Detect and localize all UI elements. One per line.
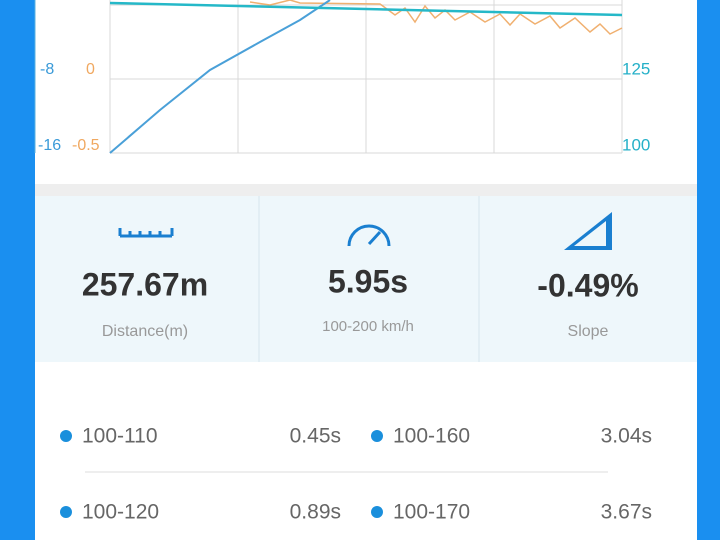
split-range: 100-170 [393,501,470,524]
separator [35,184,697,196]
stat-label: Slope [568,323,609,340]
split-time: 3.04s [601,425,652,448]
split-time: 0.45s [290,425,341,448]
split-range: 100-110 [82,425,158,448]
splits: 100-110 0.45s 100-160 3.04s 100-120 0.89… [60,425,652,524]
blue-line [109,0,331,154]
split-range: 100-160 [393,425,470,448]
axis-label: -8 [40,61,54,78]
axis-label: 0 [86,61,95,78]
split-range: 100-120 [82,501,159,524]
stat-value: -0.49% [537,267,638,303]
chart-grid [109,0,623,154]
slope-icon-inner [574,221,606,246]
axis-label: 100 [622,135,650,154]
axis-label: -16 [38,137,61,154]
stat-value: 5.95s [328,263,408,299]
axis-label: -0.5 [72,137,100,154]
teal-line [109,1,623,17]
stat-label: Distance(m) [102,323,188,340]
stat-label: 100-200 km/h [322,318,414,335]
stat-value: 257.67m [82,266,208,302]
axis-label: 125 [622,59,650,78]
stats-panel [35,196,697,362]
split-time: 3.67s [601,501,652,524]
distance-icon [118,228,174,238]
split-time: 0.89s [290,501,341,524]
speed-icon [347,224,391,247]
